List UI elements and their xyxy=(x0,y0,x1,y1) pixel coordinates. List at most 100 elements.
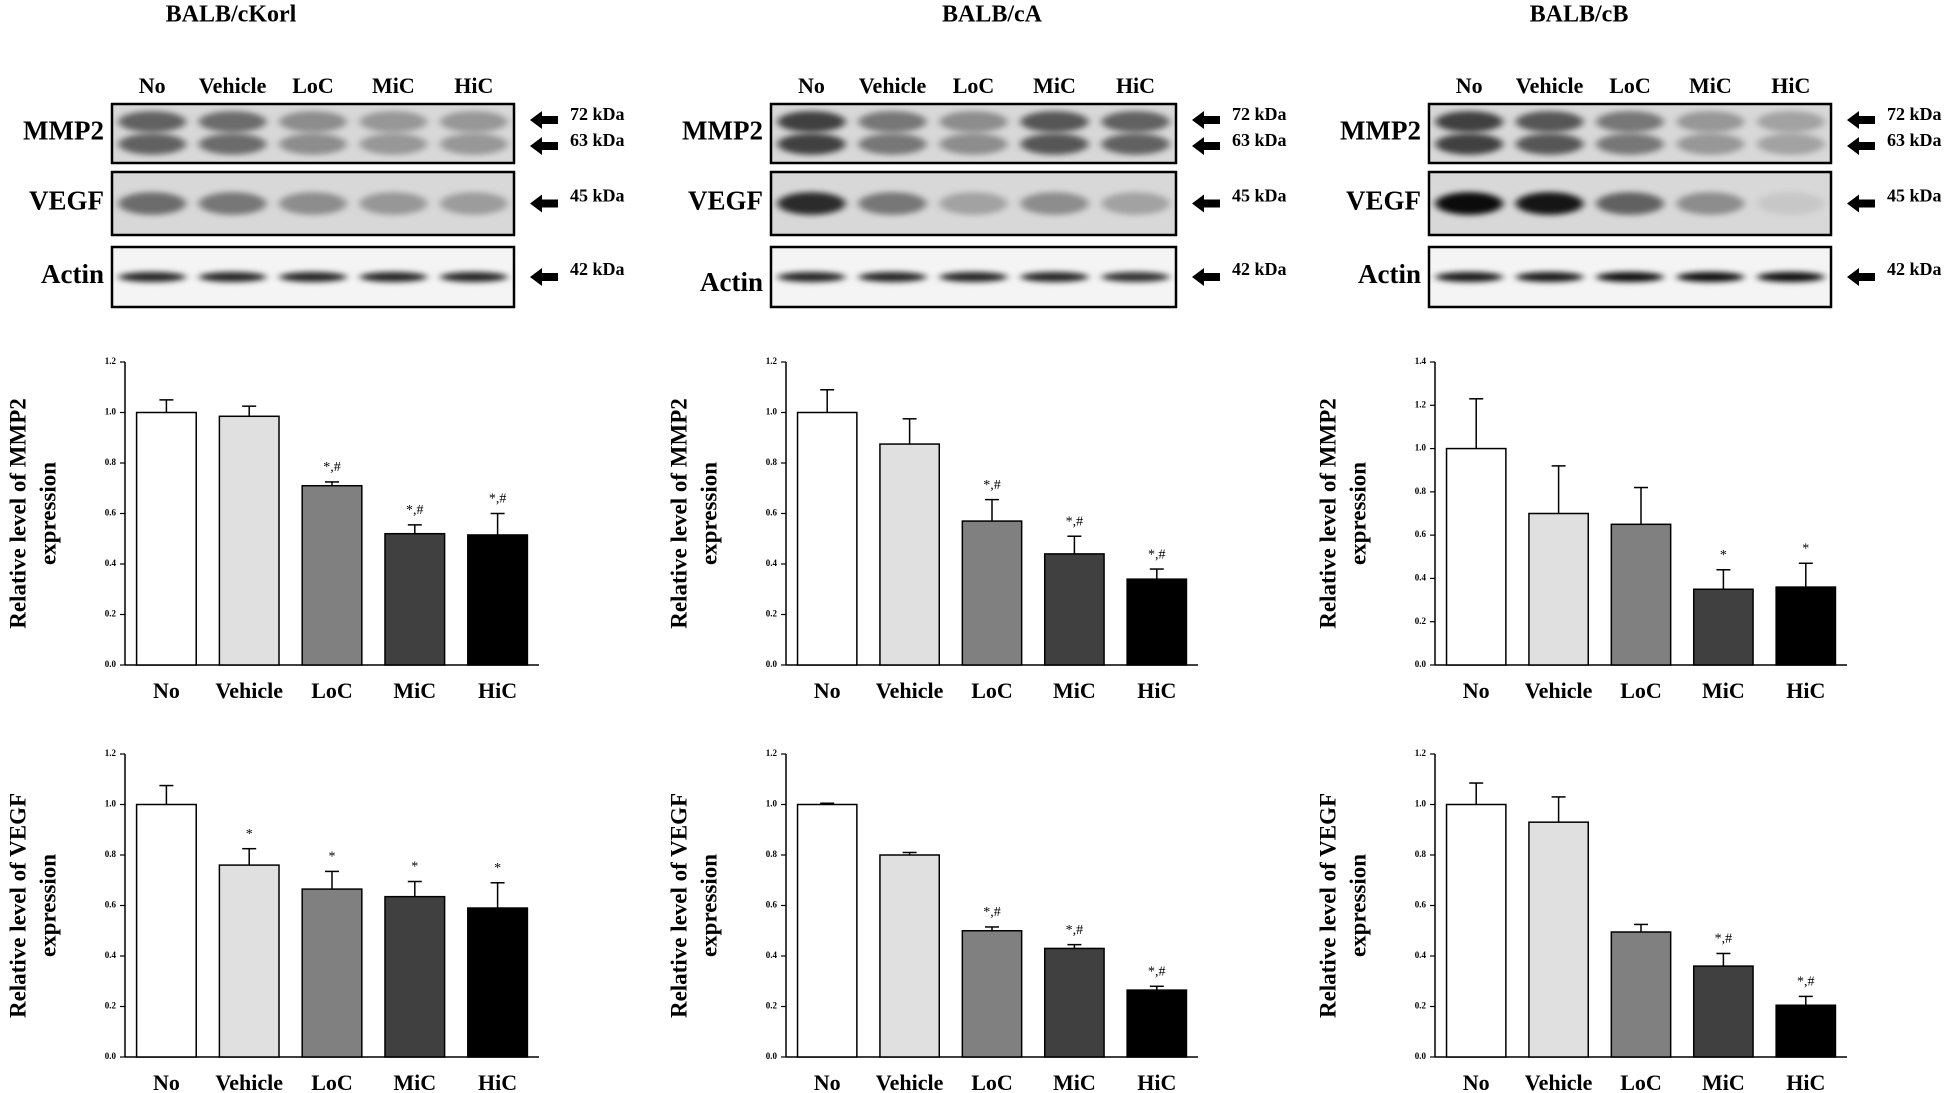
y-axis-label: Relative level of VEGF xyxy=(1315,793,1340,1018)
y-tick-label: 0.0 xyxy=(105,659,117,669)
lane-label: LoC xyxy=(953,73,995,98)
y-tick-label: 0.0 xyxy=(1415,1051,1427,1061)
bar xyxy=(1043,553,1105,666)
y-tick-label: 1.4 xyxy=(1415,356,1427,366)
bar xyxy=(961,520,1023,666)
blot-band xyxy=(1676,133,1745,155)
y-tick-label: 1.2 xyxy=(105,748,117,758)
arrow xyxy=(1847,194,1875,213)
bar xyxy=(384,532,446,666)
bar xyxy=(879,443,941,666)
significance-label: *,# xyxy=(323,460,341,475)
lane-label: Vehicle xyxy=(199,73,267,98)
marker-label: 45 kDa xyxy=(570,186,625,206)
y-tick-label: 0.8 xyxy=(1415,849,1427,859)
blot-frame xyxy=(1427,102,1833,165)
y-axis-label: expression xyxy=(696,854,721,957)
y-tick-label: 0.2 xyxy=(105,609,117,619)
blot-band xyxy=(777,272,846,282)
blot-band xyxy=(1757,111,1825,133)
arrow xyxy=(530,137,558,155)
x-tick-label: LoC xyxy=(1620,678,1662,703)
y-axis-label: expression xyxy=(35,854,60,957)
panel-title: BALB/cA xyxy=(942,2,1043,28)
x-tick-label: Vehicle xyxy=(1525,1070,1593,1093)
y-tick-label: 0.2 xyxy=(1415,616,1427,626)
lane-label: HiC xyxy=(1771,73,1810,98)
lane-label: LoC xyxy=(1609,73,1651,98)
blot-band xyxy=(1020,272,1089,282)
x-tick-label: MiC xyxy=(1053,1070,1096,1093)
bar xyxy=(961,930,1023,1058)
x-tick-label: LoC xyxy=(971,678,1013,703)
x-tick-label: Vehicle xyxy=(1525,678,1593,703)
blot-band xyxy=(777,133,846,155)
lane-label: MiC xyxy=(1689,73,1732,98)
y-tick-label: 0.8 xyxy=(766,457,778,467)
y-tick-label: 0.6 xyxy=(766,508,778,518)
y-tick-label: 0.6 xyxy=(105,508,117,518)
blot-band xyxy=(1676,272,1745,282)
blot-band xyxy=(279,111,347,133)
blot-band xyxy=(1596,133,1664,155)
arrow xyxy=(1192,137,1220,155)
blot-band xyxy=(440,192,508,215)
significance-label: *,# xyxy=(1066,923,1084,938)
arrow xyxy=(530,194,558,213)
marker-label: 72 kDa xyxy=(570,104,625,124)
x-tick-label: Vehicle xyxy=(876,1070,944,1093)
blot-band xyxy=(359,111,428,133)
y-tick-label: 1.2 xyxy=(766,748,778,758)
marker-label: 63 kDa xyxy=(1232,130,1287,150)
y-tick-label: 1.2 xyxy=(1415,748,1427,758)
lane-label: Vehicle xyxy=(859,73,927,98)
bar xyxy=(1528,512,1590,666)
blot-band xyxy=(359,133,428,155)
bar xyxy=(301,484,363,666)
x-tick-label: Vehicle xyxy=(215,678,283,703)
marker-label: 45 kDa xyxy=(1887,186,1942,206)
blot-band xyxy=(359,192,428,215)
y-axis-label: expression xyxy=(35,462,60,565)
y-tick-label: 0.4 xyxy=(105,950,117,960)
y-tick-label: 1.2 xyxy=(105,356,117,366)
blot-frame xyxy=(1427,170,1833,237)
bar xyxy=(1610,523,1672,666)
blot-band xyxy=(1101,133,1170,155)
y-tick-label: 1.2 xyxy=(1415,399,1427,409)
y-tick-label: 0.6 xyxy=(766,900,778,910)
blot-band xyxy=(118,111,186,133)
bar xyxy=(1043,947,1105,1058)
lane-label: MiC xyxy=(372,73,415,98)
blot-band xyxy=(939,272,1008,282)
blot-band xyxy=(1757,272,1825,282)
blot-frame xyxy=(110,102,516,165)
blot-band xyxy=(1101,272,1170,282)
significance-label: * xyxy=(411,860,418,875)
y-axis-label: Relative level of MMP2 xyxy=(666,398,691,629)
arrow xyxy=(1847,268,1875,286)
arrow xyxy=(530,268,558,286)
x-tick-label: LoC xyxy=(1620,1070,1662,1093)
x-tick-label: No xyxy=(814,678,841,703)
significance-label: * xyxy=(1802,541,1809,556)
lane-label: MiC xyxy=(1033,73,1076,98)
bar xyxy=(1528,821,1590,1058)
blot-band xyxy=(1515,192,1584,215)
significance-label: *,# xyxy=(983,478,1001,493)
x-tick-label: MiC xyxy=(1702,1070,1745,1093)
x-tick-label: MiC xyxy=(1702,678,1745,703)
blot-band xyxy=(1676,192,1745,215)
lane-label: HiC xyxy=(1116,73,1155,98)
panel-title: BALB/cB xyxy=(1530,2,1629,28)
blot-band xyxy=(1596,111,1664,133)
blot-band xyxy=(1515,272,1584,282)
y-tick-label: 0.0 xyxy=(1415,659,1427,669)
blot-band xyxy=(279,272,347,282)
y-tick-label: 0.4 xyxy=(766,950,778,960)
blot-band xyxy=(1435,192,1503,215)
blot-row-label: Actin xyxy=(41,259,104,289)
y-tick-label: 1.0 xyxy=(766,407,778,417)
arrow xyxy=(1192,194,1220,213)
